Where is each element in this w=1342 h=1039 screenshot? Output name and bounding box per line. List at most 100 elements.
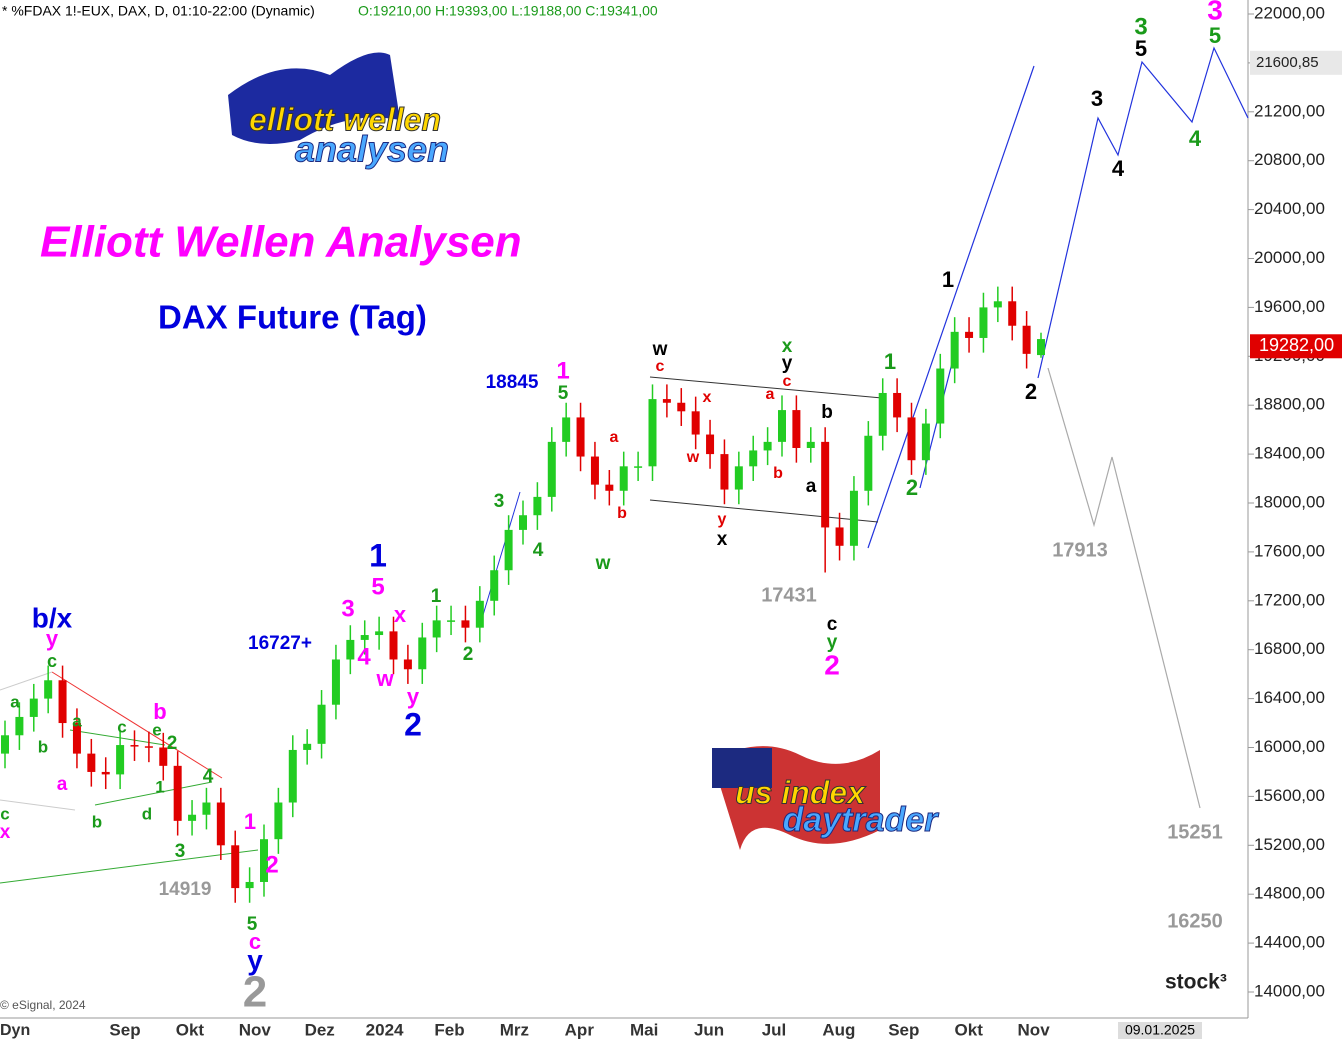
x-tick-label: Okt xyxy=(176,1020,205,1039)
wave-label: c xyxy=(249,929,261,954)
candle-body xyxy=(432,620,441,638)
candle-body xyxy=(605,484,614,491)
candle-body xyxy=(72,723,81,754)
wave-label: a xyxy=(610,429,619,446)
logo-text: us index xyxy=(735,774,866,810)
candle-body xyxy=(87,753,96,772)
candle-body xyxy=(231,845,240,889)
wave-label: 3 xyxy=(1207,0,1223,25)
wave-label: 5 xyxy=(1209,23,1221,48)
candle-body xyxy=(590,456,599,485)
wave-label: 16727+ xyxy=(248,633,312,654)
candle-body xyxy=(159,747,168,766)
candle-body xyxy=(864,435,873,491)
candle-body xyxy=(490,570,499,601)
candle-body xyxy=(504,529,513,571)
wave-label: 2 xyxy=(243,968,267,1017)
candle-body xyxy=(1037,339,1045,356)
y-tick-label: 16000,00 xyxy=(1254,737,1325,756)
candle-body xyxy=(778,410,786,442)
wave-label: 5 xyxy=(371,573,384,600)
y-tick-label: 21200,00 xyxy=(1254,101,1325,120)
y-tick-label: 18000,00 xyxy=(1254,492,1325,511)
wave-label: c xyxy=(827,614,838,635)
wave-label: 2 xyxy=(167,733,178,754)
candle-body xyxy=(173,765,182,821)
candle-body xyxy=(634,466,643,468)
candle-body xyxy=(389,631,398,660)
wave-label: a xyxy=(57,774,68,795)
candle-body xyxy=(691,411,700,435)
wave-label: 5 xyxy=(558,383,569,404)
projection-lines xyxy=(0,46,1249,884)
wave-label: 3 xyxy=(494,491,505,512)
x-tick-label: Mrz xyxy=(500,1020,529,1039)
wave-label: 4 xyxy=(533,540,544,561)
wave-label: 3 xyxy=(1091,86,1103,111)
candle-body xyxy=(734,466,743,490)
candle-body xyxy=(1008,301,1017,326)
wave-label: b xyxy=(92,812,102,831)
wave-label: a xyxy=(10,692,20,711)
wave-label: 2 xyxy=(906,475,918,500)
logo-us: us index daytrader xyxy=(712,746,940,850)
y-tick-label: 19600,00 xyxy=(1254,297,1325,316)
wave-label: 4 xyxy=(1112,156,1125,181)
candle-body xyxy=(346,639,355,660)
price-marker-label: 19282,00 xyxy=(1259,335,1334,355)
wave-label: 1 xyxy=(431,586,442,607)
title: Elliott Wellen Analysen xyxy=(40,218,522,267)
y-tick-label: 14000,00 xyxy=(1254,981,1325,1000)
wave-label: 15251 xyxy=(1167,821,1223,843)
price-marker xyxy=(1250,50,1342,75)
wave-label: a xyxy=(72,711,82,730)
x-tick-label: Sep xyxy=(888,1020,919,1039)
wave-label: c xyxy=(656,358,665,375)
y-tick-label: 15600,00 xyxy=(1254,786,1325,805)
wave-label: e xyxy=(152,720,161,739)
wave-label: w xyxy=(595,553,611,574)
candle-body xyxy=(763,441,772,451)
brand: stock³ xyxy=(1165,971,1227,994)
header-ohlc: O:19210,00 H:19393,00 L:19188,00 C:19341… xyxy=(358,3,658,19)
candle-body xyxy=(893,392,902,418)
x-tick-label: Apr xyxy=(565,1020,595,1039)
wave-label: 2 xyxy=(463,644,474,665)
candle-body xyxy=(547,441,556,497)
wave-label: 1 xyxy=(884,349,896,374)
candle-body xyxy=(619,466,628,491)
x-tick-label: Sep xyxy=(109,1020,140,1039)
candle-body xyxy=(331,659,340,705)
candle-body xyxy=(144,746,153,748)
candle-body xyxy=(116,745,125,775)
logo-text: daytrader xyxy=(783,801,940,839)
y-tick-label: 17200,00 xyxy=(1254,590,1325,609)
candle-body xyxy=(461,620,470,628)
wave-label: d xyxy=(142,804,152,823)
candle-body xyxy=(288,749,297,803)
copyright: © eSignal, 2024 xyxy=(0,998,86,1012)
candle-body xyxy=(216,802,225,846)
wave-label: 5 xyxy=(1135,36,1147,61)
wave-label: a xyxy=(766,386,775,403)
candle-body xyxy=(188,814,197,821)
wave-label: 3 xyxy=(175,841,186,862)
y-tick-label: 20000,00 xyxy=(1254,248,1325,267)
wave-label: 2 xyxy=(1025,379,1037,404)
date: 09.01.2025 xyxy=(1125,1022,1195,1038)
candle-body xyxy=(878,392,887,436)
x-tick-label: Jun xyxy=(694,1020,724,1039)
wave-label: b xyxy=(773,465,783,482)
y-tick-label: 20800,00 xyxy=(1254,150,1325,169)
wave-label: c xyxy=(783,373,792,390)
wave-label: w xyxy=(652,339,668,360)
y-tick-label: 14800,00 xyxy=(1254,884,1325,903)
candle-body xyxy=(274,802,283,840)
price-marker xyxy=(1250,334,1342,359)
wave-label: x xyxy=(703,389,712,406)
wave-label: 18845 xyxy=(486,372,539,393)
wave-label: 1 xyxy=(369,537,387,573)
y-tick-label: 16400,00 xyxy=(1254,688,1325,707)
